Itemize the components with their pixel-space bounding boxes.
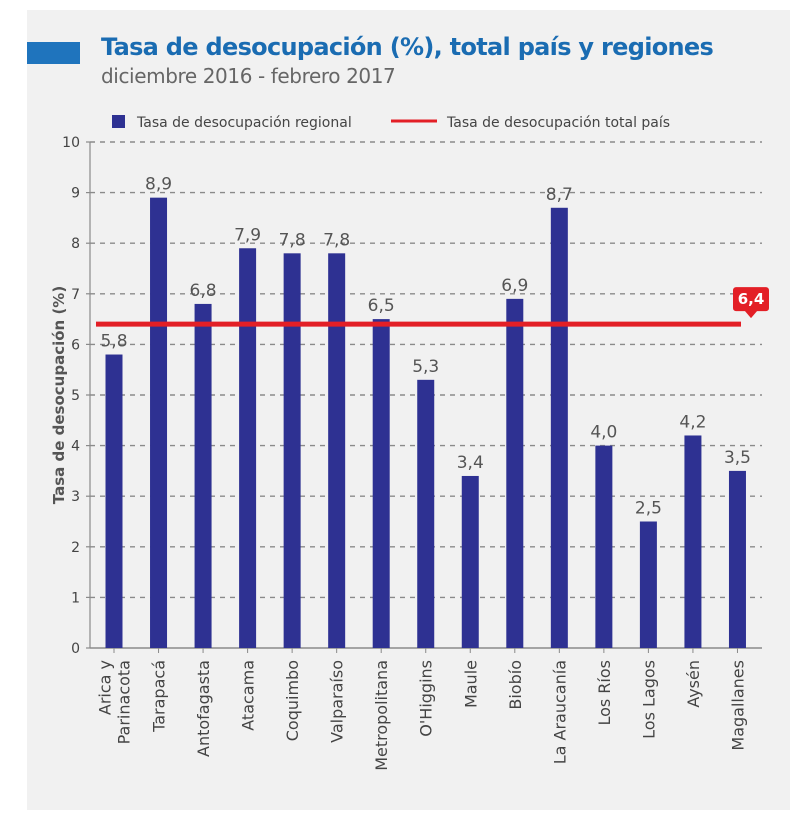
x-tick-label: Tarapacá [150,660,169,733]
x-tick-label: Los Ríos [595,660,614,726]
x-tick-label: La Araucanía [550,660,569,764]
x-tick-label: Biobío [506,660,525,710]
bar [239,248,257,648]
x-tick-label: Valparaíso [328,660,347,743]
bars [105,197,746,648]
bar [328,253,346,648]
bar [417,379,435,648]
bar-value-label: 6,5 [368,296,395,316]
bar-value-label: 7,8 [323,230,350,250]
legend-line-label: Tasa de desocupación total país [446,115,670,131]
bar [105,354,123,648]
y-tick-label: 0 [71,641,80,657]
bar [283,253,301,648]
x-tick-label: Aysén [684,660,703,708]
bar [372,319,390,648]
bar-value-label: 7,9 [234,225,261,245]
bar-value-label: 7,8 [279,230,306,250]
total-country-line: 6,4 [96,287,769,327]
bar-value-label: 2,5 [635,499,662,519]
y-tick-label: 8 [71,236,80,252]
x-tick-label-line: Antofagasta [194,660,213,757]
bar [461,475,479,648]
x-tick-label-line: Aysén [684,660,703,708]
y-tick-label: 10 [62,135,80,151]
bar [639,521,657,648]
x-tick-label: Maule [461,660,480,708]
x-tick-label-line: Biobío [506,660,525,710]
y-tick-label: 9 [71,186,80,202]
bar-value-label: 6,9 [501,276,528,296]
bar [194,303,212,648]
x-tick-label: Coquimbo [283,660,302,741]
bar [728,470,746,648]
x-tick-label-line: Metropolitana [372,660,391,771]
x-tick-label-line: Arica y [96,660,115,715]
x-tick-label-line: Valparaíso [328,660,347,743]
y-tick-label: 7 [71,287,80,303]
y-tick-label: 2 [71,540,80,556]
bar-value-labels: 5,8 8,9 6,8 7,9 7,8 7,8 6,5 5,3 3,4 6,9 8,7 4,0 2,5 4… [100,175,751,519]
x-tick-label: Los Lagos [639,660,658,739]
legend-bar-label: Tasa de desocupación regional [136,115,352,131]
chart-title: Tasa de desocupación (%), total país y r… [101,33,714,61]
bar-value-label: 6,8 [190,281,217,301]
y-tick-labels: 0 1 2 3 4 5 6 7 8 9 10 [62,135,80,657]
x-tick-label-line: Los Lagos [639,660,658,739]
x-tick-label-line: Parinacota [115,660,134,744]
chart-subtitle: diciembre 2016 - febrero 2017 [101,64,396,88]
y-tick-label: 4 [71,439,80,455]
y-axis-label: Tasa de desocupación (%) [50,286,68,504]
bar [550,207,568,648]
bar [684,435,702,648]
x-tick-label-line: Atacama [239,660,258,731]
y-tick-label: 6 [71,337,80,353]
bar-value-label: 4,2 [679,412,706,432]
x-tick-label: Atacama [239,660,258,731]
x-tick-label: O'Higgins [417,660,436,737]
y-tick-label: 5 [71,388,80,404]
x-tick-label-line: O'Higgins [417,660,436,737]
x-tick-label-line: Maule [461,660,480,708]
total-country-value-label: 6,4 [738,290,765,308]
x-tick-label: Antofagasta [194,660,213,757]
x-tick-label-line: Los Ríos [595,660,614,726]
bar [150,197,168,648]
bar-value-label: 4,0 [590,423,617,443]
legend: Tasa de desocupación regional Tasa de des… [112,115,670,131]
x-tick-labels: Arica yParinacota Tarapacá Antofagasta Atac… [96,660,748,771]
bar-value-label: 3,4 [457,453,484,473]
bar-value-label: 8,7 [546,185,573,205]
bar [506,298,524,648]
x-tick-label: Arica yParinacota [96,660,134,744]
y-tick-label: 1 [71,590,80,606]
total-country-callout [733,287,769,319]
title-accent-bar [27,42,80,64]
x-tick-label-line: Coquimbo [283,660,302,741]
x-tick-label: Metropolitana [372,660,391,771]
bar-value-label: 8,9 [145,175,172,195]
y-tick-label: 3 [71,489,80,505]
x-tick-label-line: Tarapacá [150,660,169,733]
bar-value-label: 5,3 [412,357,439,377]
bar [595,445,613,648]
bar-value-label: 5,8 [100,332,127,352]
bar-value-label: 3,5 [724,448,751,468]
x-tick-label: Magallanes [728,660,747,751]
legend-bar-swatch [112,115,125,128]
x-tick-label-line: La Araucanía [550,660,569,764]
x-tick-label-line: Magallanes [728,660,747,751]
